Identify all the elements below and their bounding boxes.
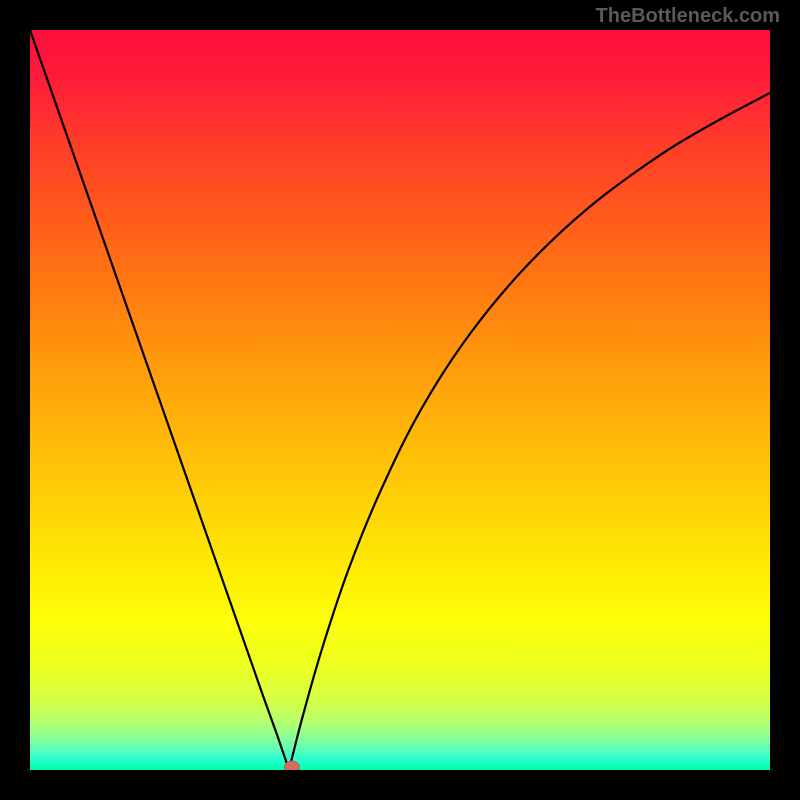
watermark-text: TheBottleneck.com (596, 5, 780, 28)
optimum-marker (284, 761, 299, 770)
gradient-background (30, 30, 770, 770)
chart-container: TheBottleneck.com (0, 0, 800, 800)
bottleneck-chart (30, 30, 770, 770)
